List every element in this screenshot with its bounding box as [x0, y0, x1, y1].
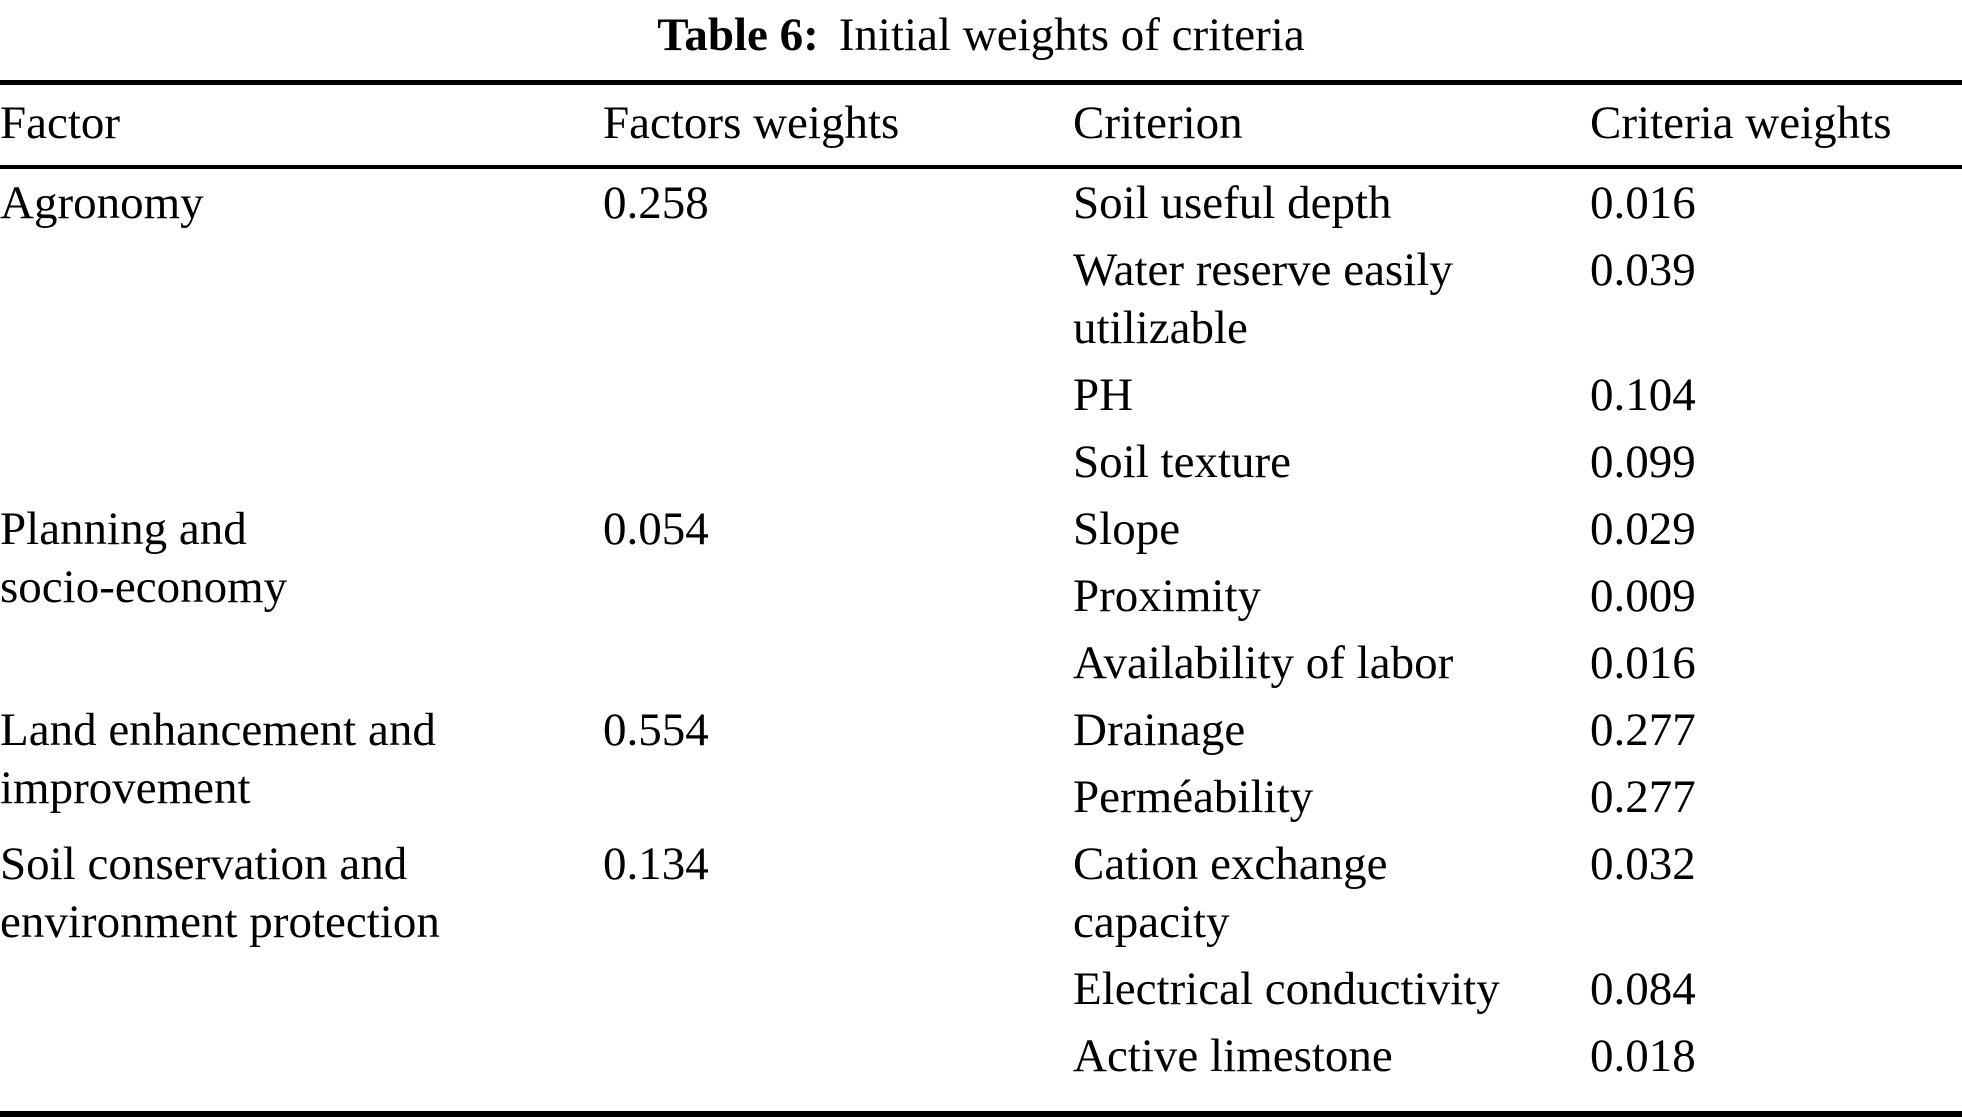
criterion-weight-cell: 0.016 — [1590, 637, 1696, 689]
table-row: Land enhancement and improvement 0.554 Dra… — [0, 696, 1962, 814]
criterion-cell: Soil texture — [1073, 436, 1291, 488]
criterion-cell: Electrical conductivity — [1073, 963, 1500, 1015]
criteria-weights-table: Factor Factors weights Criterion Criteri… — [0, 80, 1962, 1117]
header-criteria-weights: Criteria weights — [1590, 82, 1962, 169]
criterion-weight-cell: 0.277 — [1590, 704, 1696, 756]
criterion-weight-cell: 0.016 — [1590, 177, 1696, 229]
criterion-cell: Soil useful depth — [1073, 177, 1392, 229]
criterion-cell: Perméability — [1073, 771, 1314, 823]
criterion-weight-cell: 0.084 — [1590, 963, 1696, 1015]
criterion-cell: Slope — [1073, 503, 1181, 555]
factor-weight-cell: 0.134 — [603, 838, 709, 890]
criterion-cell: Active limestone — [1073, 1030, 1393, 1082]
table-row: Proximity 0.009 — [0, 562, 1962, 629]
criterion-weight-cell: 0.032 — [1590, 838, 1696, 890]
criterion-cell: Water reserve easily utilizable — [1073, 244, 1453, 354]
factor-cell: Soil conservation and environment protec… — [0, 838, 440, 948]
header-criterion: Criterion — [1073, 82, 1590, 169]
table-row: Availability of labor 0.016 — [0, 629, 1962, 696]
table-row: Water reserve easily utilizable 0.039 — [0, 236, 1962, 361]
table-row: PH 0.104 — [0, 361, 1962, 428]
header-factors-weights: Factors weights — [603, 82, 1073, 169]
factor-weight-cell: 0.258 — [603, 177, 709, 229]
criterion-weight-cell: 0.039 — [1590, 244, 1696, 296]
criterion-weight-cell: 0.009 — [1590, 570, 1696, 622]
criterion-cell: Proximity — [1073, 570, 1262, 622]
factor-cell: Planning and socio-economy — [0, 503, 288, 613]
factor-cell: Agronomy — [0, 177, 204, 229]
criterion-cell: PH — [1073, 369, 1134, 421]
header-factor: Factor — [0, 82, 603, 169]
table-caption: Table 6: Initial weights of criteria — [0, 4, 1962, 80]
criterion-weight-cell: 0.018 — [1590, 1030, 1696, 1082]
caption-text: Initial weights of criteria — [838, 9, 1305, 61]
table-header: Factor Factors weights Criterion Criteri… — [0, 82, 1962, 169]
factor-cell: Land enhancement and improvement — [0, 704, 436, 814]
factor-weight-cell: 0.054 — [603, 503, 709, 555]
table-body: Agronomy 0.258 Soil useful depth 0.016 Water… — [0, 167, 1962, 1114]
table-row: Planning and socio-economy 0.054 Slope 0.02… — [0, 495, 1962, 613]
table-row: Electrical conductivity 0.084 — [0, 955, 1962, 1022]
header-row: Factor Factors weights Criterion Criteri… — [0, 82, 1962, 169]
table-row: Active limestone 0.018 — [0, 1022, 1962, 1114]
criterion-cell: Availability of labor — [1073, 637, 1454, 689]
criterion-weight-cell: 0.099 — [1590, 436, 1696, 488]
criterion-cell: Drainage — [1073, 704, 1246, 756]
caption-label: Table 6: — [657, 9, 819, 61]
table-row: Soil conservation and environment protec… — [0, 830, 1962, 955]
criterion-weight-cell: 0.277 — [1590, 771, 1696, 823]
criterion-cell: Cation exchange capacity — [1073, 838, 1388, 948]
factor-weight-cell: 0.554 — [603, 704, 709, 756]
table-row: Perméability 0.277 — [0, 763, 1962, 830]
table-row: Soil texture 0.099 — [0, 428, 1962, 495]
criterion-weight-cell: 0.029 — [1590, 503, 1696, 555]
table-row: Agronomy 0.258 Soil useful depth 0.016 — [0, 167, 1962, 236]
criterion-weight-cell: 0.104 — [1590, 369, 1696, 421]
